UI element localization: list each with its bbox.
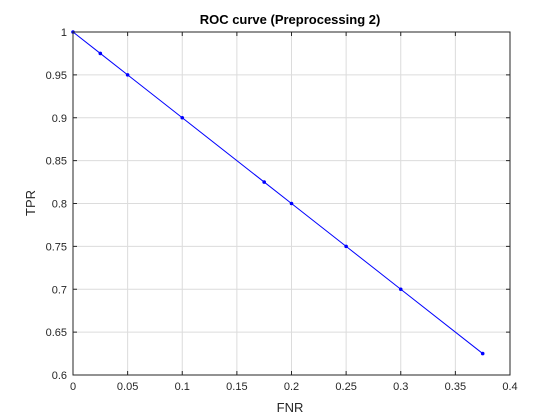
y-tick-label: 0.65 bbox=[46, 327, 67, 339]
data-point bbox=[262, 180, 266, 184]
data-point bbox=[98, 51, 103, 56]
plot-area: 0 0.05 0.1 0.15 0.2 0.25 0.3 0.35 0.4 0.6 0.65 0.7 0… bbox=[46, 27, 518, 393]
x-tick-label: 0.4 bbox=[502, 381, 517, 393]
data-point bbox=[125, 73, 130, 77]
x-tick-label: 0.2 bbox=[284, 381, 299, 393]
x-tick-label: 0.15 bbox=[226, 381, 247, 393]
data-point bbox=[398, 287, 403, 292]
data-point bbox=[180, 115, 185, 120]
y-tick-label: 1 bbox=[61, 27, 67, 39]
x-tick-label: 0.05 bbox=[117, 381, 138, 393]
ticks: 0 0.05 0.1 0.15 0.2 0.25 0.3 0.35 0.4 0.6 0.65 0.7 0… bbox=[46, 27, 518, 393]
x-tick-label: 0.25 bbox=[335, 381, 356, 393]
y-tick-label: 0.8 bbox=[52, 199, 67, 211]
x-tick-label: 0.3 bbox=[393, 381, 408, 393]
x-axis-label: FNR bbox=[277, 400, 304, 415]
grid bbox=[72, 31, 511, 376]
series bbox=[71, 30, 485, 356]
y-tick-label: 0.75 bbox=[46, 241, 67, 253]
chart-title: ROC curve (Preprocessing 2) bbox=[200, 12, 381, 27]
y-tick-label: 0.85 bbox=[46, 156, 67, 168]
x-tick-label: 0.35 bbox=[445, 381, 466, 393]
data-point bbox=[289, 201, 294, 206]
y-tick-label: 0.9 bbox=[52, 113, 67, 125]
y-tick-label: 0.6 bbox=[52, 370, 67, 382]
x-tick-label: 0.1 bbox=[175, 381, 190, 393]
y-axis-label: TPR bbox=[23, 190, 38, 216]
data-point bbox=[480, 351, 485, 356]
x-tick-label: 0 bbox=[70, 381, 76, 393]
y-tick-label: 0.95 bbox=[46, 70, 67, 82]
data-point bbox=[344, 244, 348, 249]
y-tick-label: 0.7 bbox=[52, 284, 67, 296]
